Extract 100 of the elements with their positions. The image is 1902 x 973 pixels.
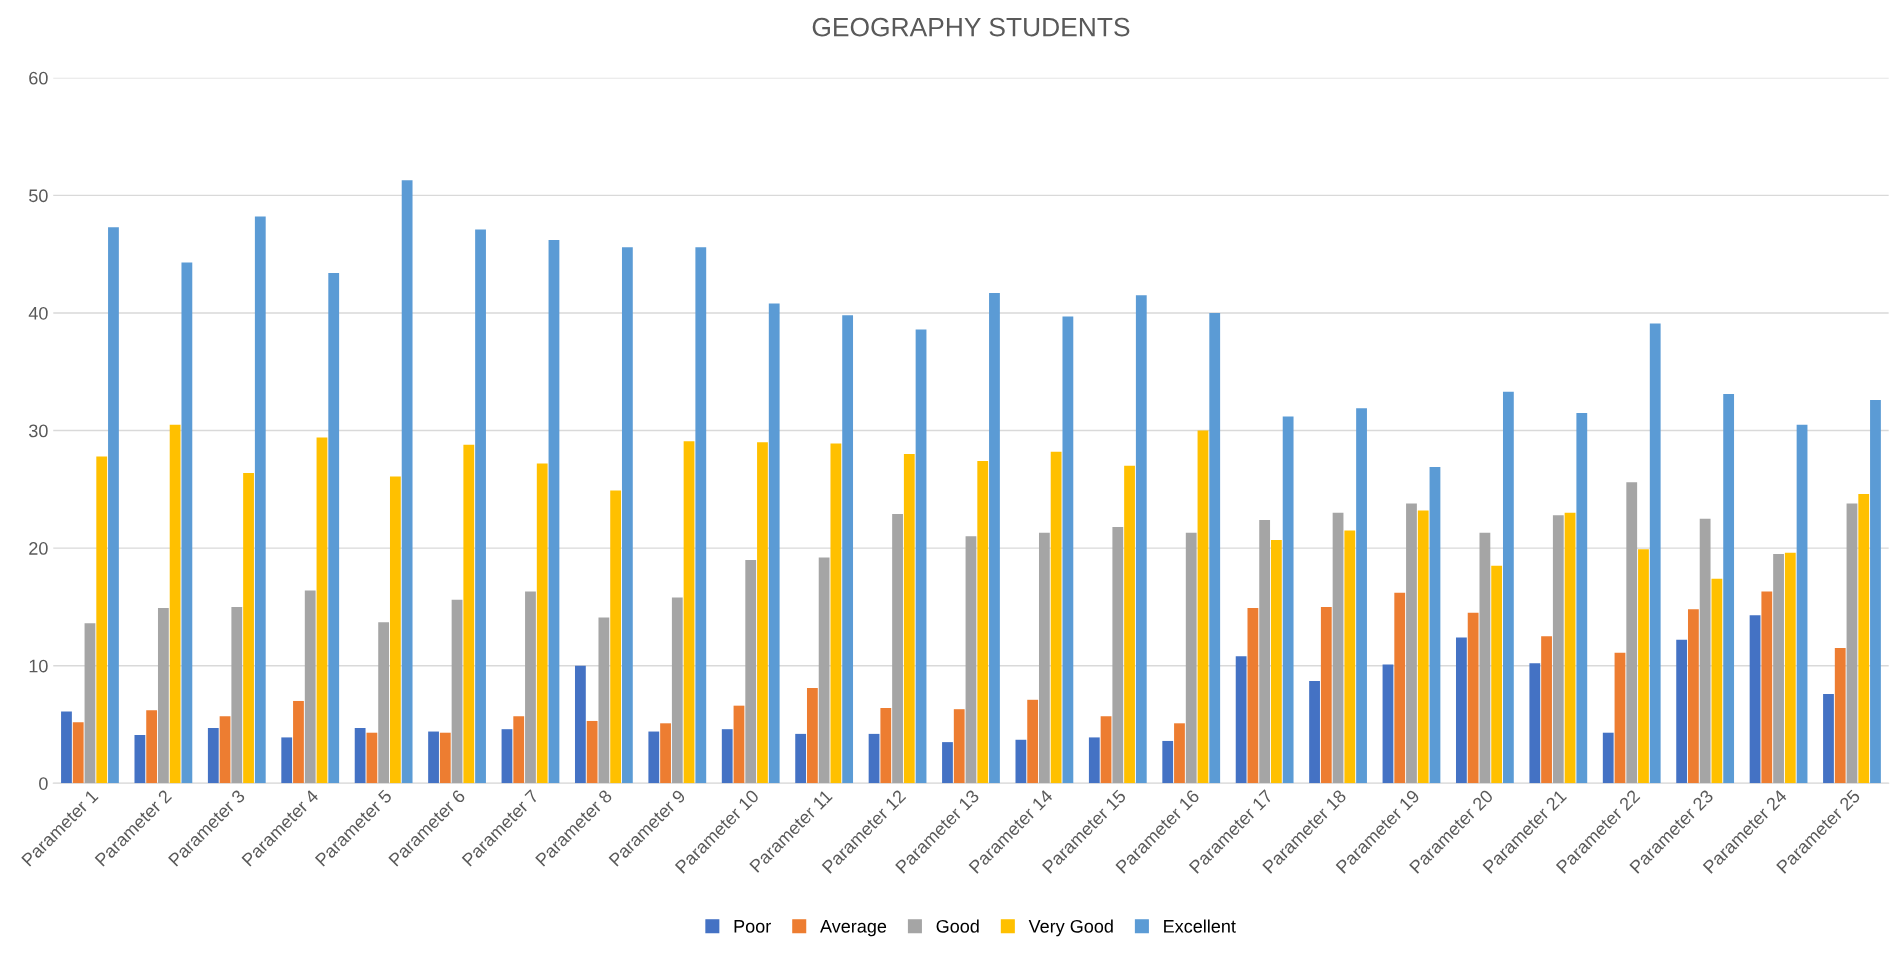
bar: [1784, 552, 1796, 784]
bar: [428, 731, 439, 784]
bar: [1209, 312, 1221, 784]
bar: [1344, 530, 1356, 784]
bar: [1185, 532, 1197, 784]
bar: [1270, 539, 1282, 784]
bar: [1796, 424, 1808, 784]
bar: [1576, 412, 1588, 784]
bar: [1823, 693, 1834, 784]
bar: [892, 514, 903, 784]
bar: [61, 711, 72, 784]
bar: [1529, 663, 1541, 784]
bar: [1282, 416, 1294, 784]
bar: [610, 490, 622, 784]
bar: [1638, 549, 1649, 784]
bar: [1124, 465, 1135, 784]
bar: [733, 705, 745, 784]
bar: [1602, 732, 1614, 784]
bar: [1320, 606, 1332, 784]
bar: [1552, 515, 1564, 784]
bar: [1406, 503, 1417, 784]
bar: [389, 476, 401, 784]
bar: [1135, 295, 1147, 784]
legend-label: Very Good: [1028, 919, 1113, 937]
bar: [1541, 636, 1552, 784]
bar: [1429, 467, 1441, 784]
bar: [1846, 503, 1858, 784]
bar: [316, 437, 328, 784]
bar: [401, 180, 413, 784]
y-tick-label: 20: [29, 542, 48, 555]
bar: [293, 700, 304, 784]
bar: [671, 597, 683, 784]
bar: [254, 216, 266, 784]
bar: [768, 303, 780, 784]
bar: [1197, 430, 1209, 784]
bar: [1112, 526, 1124, 784]
bar: [1235, 656, 1247, 784]
y-tick-label: 0: [39, 777, 48, 790]
bar: [463, 444, 475, 784]
bar: [1356, 408, 1367, 784]
bar: [1491, 565, 1503, 784]
y-tick-label: 10: [29, 659, 48, 673]
bar: [475, 229, 486, 784]
bar: [621, 247, 633, 784]
bar: [451, 599, 463, 784]
bar: [1455, 637, 1467, 784]
bar: [207, 728, 219, 784]
bar: [1259, 519, 1271, 784]
bar: [683, 441, 695, 784]
bar: [1614, 652, 1626, 784]
bar: [942, 742, 953, 784]
bar: [1417, 510, 1429, 784]
bar: [598, 617, 610, 784]
legend-label: Average: [820, 920, 887, 937]
bar: [1088, 737, 1100, 784]
bar: [795, 733, 807, 784]
bar: [880, 708, 892, 784]
legend-label: Good: [936, 919, 979, 933]
bar: [1761, 591, 1773, 784]
bar: [366, 732, 378, 784]
bar: [1773, 554, 1784, 784]
bar: [1015, 739, 1027, 784]
bar: [169, 424, 181, 784]
bar: [721, 729, 733, 784]
bar: [1247, 608, 1259, 784]
bar: [134, 735, 146, 784]
bar: [146, 710, 158, 784]
bar: [1626, 482, 1638, 784]
bar: [219, 716, 231, 784]
bar: [1858, 494, 1870, 784]
bar: [1564, 512, 1576, 784]
bar: [1332, 512, 1344, 784]
bar: [354, 728, 366, 784]
bar: [157, 608, 169, 784]
chart-title: GEOGRAPHY STUDENTS: [812, 17, 1130, 37]
y-tick-label: 30: [29, 424, 48, 438]
bar: [806, 688, 818, 784]
bar: [378, 622, 390, 784]
bar: [536, 463, 548, 784]
bar: [953, 709, 965, 784]
bar: [1027, 699, 1039, 784]
bar: [868, 733, 880, 784]
bar: [548, 240, 560, 784]
bar: [695, 247, 707, 784]
bar: [1711, 578, 1723, 784]
bar: [1649, 323, 1661, 784]
bar: [1502, 391, 1514, 784]
bar: [231, 606, 243, 784]
bar: [1309, 680, 1320, 784]
bar: [1467, 612, 1479, 784]
bar: [1687, 609, 1699, 784]
bar: [586, 720, 598, 784]
bar: [1479, 532, 1491, 784]
bar: [830, 443, 842, 784]
bar: [1382, 664, 1394, 784]
y-tick-label: 60: [29, 71, 48, 85]
bar: [525, 591, 536, 784]
bar: [660, 723, 671, 784]
bar: [328, 273, 340, 784]
legend-label: Poor: [734, 920, 771, 933]
